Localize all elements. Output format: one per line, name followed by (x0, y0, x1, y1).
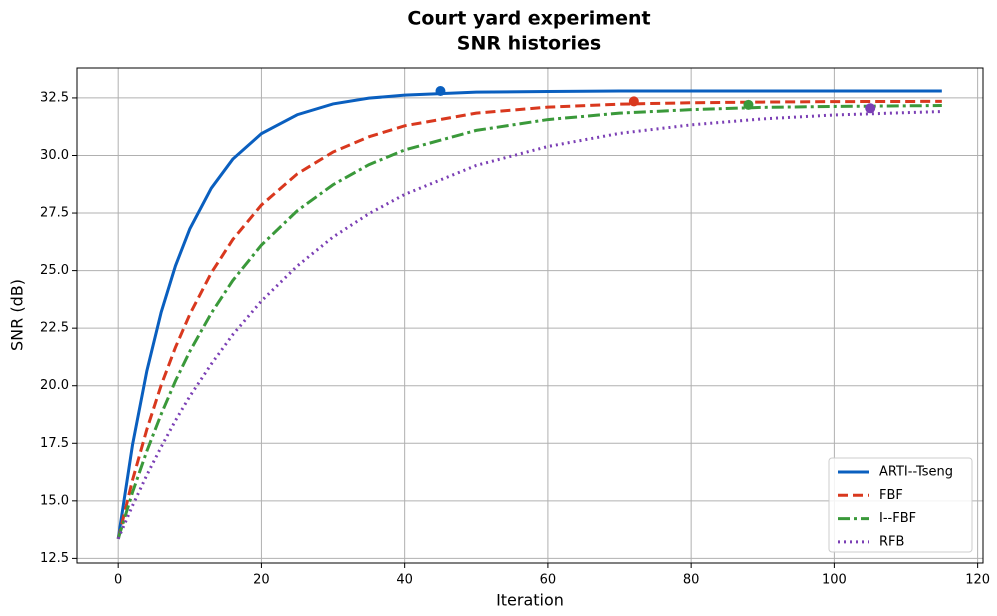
y-tick-label: 32.5 (40, 90, 69, 105)
y-tick-label: 15.0 (40, 493, 69, 508)
series-line (116, 110, 942, 540)
x-tick-label: 0 (114, 573, 122, 588)
y-tick-label: 17.5 (40, 436, 69, 451)
y-tick-label: 20.0 (40, 378, 69, 393)
marker (435, 86, 446, 97)
x-tick-label: 100 (822, 573, 847, 588)
legend-box (828, 457, 973, 553)
x-axis-label: Iteration (496, 591, 564, 610)
legend-label: FBF (879, 488, 903, 503)
y-tick-label: 30.0 (40, 148, 69, 163)
x-tick-label: 80 (683, 573, 700, 588)
y-tick-label: 27.5 (40, 206, 69, 221)
x-tick-label: 120 (965, 573, 990, 588)
x-tick-label: 20 (253, 573, 270, 588)
series-line (116, 104, 942, 540)
x-tick-label: 40 (396, 573, 413, 588)
y-tick-label: 22.5 (40, 321, 69, 336)
x-tick-label: 60 (540, 573, 557, 588)
plot-frame (76, 67, 984, 564)
chart-subtitle: SNR histories (457, 33, 601, 55)
y-axis-label: SNR (dB) (8, 279, 27, 351)
marker (865, 103, 876, 114)
marker (743, 99, 754, 110)
series-line (116, 99, 942, 540)
legend-label: I--FBF (879, 511, 916, 526)
y-tick-label: 25.0 (40, 263, 69, 278)
marker (628, 96, 639, 107)
chart-title: Court yard experiment (407, 8, 650, 30)
series-line (116, 89, 942, 540)
legend-label: ARTI--Tseng (879, 465, 953, 480)
legend-label: RFB (879, 534, 904, 549)
y-tick-label: 12.5 (40, 551, 69, 566)
